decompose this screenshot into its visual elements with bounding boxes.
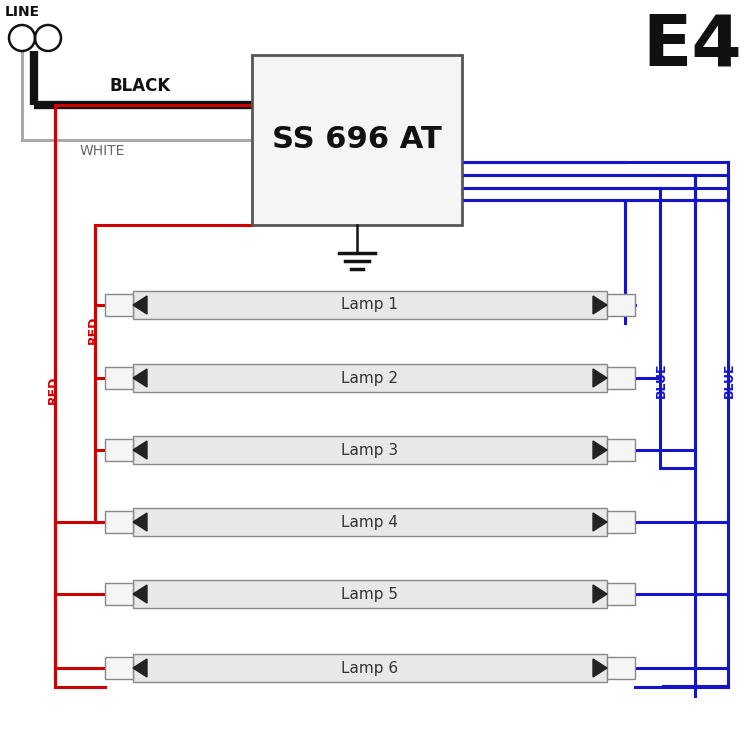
Bar: [133, 291, 607, 319]
Polygon shape: [593, 369, 607, 387]
Polygon shape: [133, 441, 147, 459]
Text: Lamp 2: Lamp 2: [342, 370, 399, 386]
Text: E4: E4: [643, 12, 742, 81]
Polygon shape: [133, 513, 147, 531]
Bar: [607, 657, 635, 679]
Bar: [105, 657, 133, 679]
Polygon shape: [593, 296, 607, 314]
Bar: [105, 511, 133, 533]
Bar: [133, 654, 607, 682]
Polygon shape: [593, 585, 607, 603]
Polygon shape: [133, 296, 147, 314]
Bar: [133, 436, 607, 464]
Text: Lamp 5: Lamp 5: [342, 587, 399, 601]
Text: Lamp 6: Lamp 6: [341, 660, 399, 676]
Bar: [105, 583, 133, 605]
Text: RED: RED: [46, 376, 60, 404]
Polygon shape: [133, 659, 147, 677]
Bar: [607, 367, 635, 389]
Text: WHITE: WHITE: [80, 144, 126, 158]
Text: BLUE: BLUE: [723, 362, 735, 397]
Bar: [105, 367, 133, 389]
Bar: [133, 364, 607, 392]
Text: BLACK: BLACK: [110, 77, 171, 95]
Bar: [105, 439, 133, 461]
Bar: [252, 55, 462, 225]
Polygon shape: [133, 369, 147, 387]
Text: SS 696 AT: SS 696 AT: [272, 126, 442, 155]
Bar: [607, 511, 635, 533]
Text: LINE: LINE: [5, 5, 40, 19]
Polygon shape: [133, 585, 147, 603]
Text: Lamp 3: Lamp 3: [341, 442, 399, 458]
Text: Lamp 4: Lamp 4: [342, 514, 399, 529]
Bar: [607, 583, 635, 605]
Polygon shape: [593, 441, 607, 459]
Bar: [105, 294, 133, 316]
Text: Lamp 1: Lamp 1: [342, 297, 399, 313]
Bar: [133, 508, 607, 536]
Bar: [607, 294, 635, 316]
Polygon shape: [593, 659, 607, 677]
Text: RED: RED: [87, 316, 99, 344]
Bar: [607, 439, 635, 461]
Bar: [133, 580, 607, 608]
Text: BLUE: BLUE: [654, 362, 667, 397]
Polygon shape: [593, 513, 607, 531]
